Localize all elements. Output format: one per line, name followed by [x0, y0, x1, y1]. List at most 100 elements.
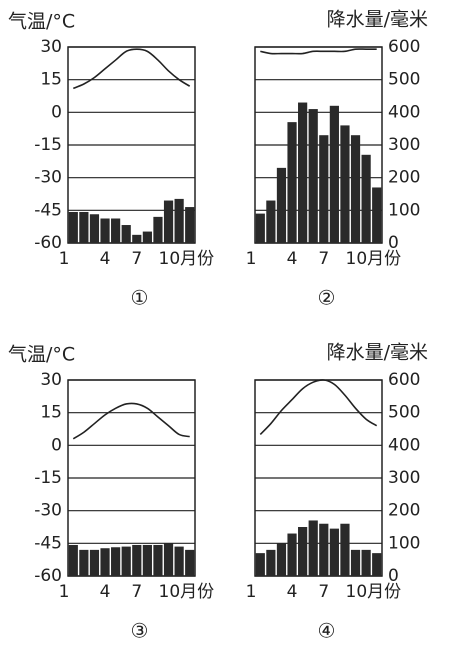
precipitation-bar	[142, 544, 152, 576]
precipitation-bar	[361, 154, 371, 243]
precipitation-bar	[68, 211, 78, 243]
precipitation-bar	[79, 211, 89, 243]
precipitation-bar	[350, 549, 361, 576]
precipitation-bar	[340, 523, 350, 576]
y-tick-label: -15	[34, 468, 62, 488]
precipitation-bar	[266, 200, 276, 243]
y-tick-label: 15	[40, 403, 62, 423]
precipitation-bar	[132, 544, 142, 576]
x-tick-label: 10月份	[346, 249, 402, 269]
precipitation-bar	[287, 533, 297, 576]
y-tick-label: -30	[34, 168, 62, 188]
precipitation-bar	[372, 553, 382, 576]
y2-tick-label: 200	[388, 168, 420, 188]
precipitation-bar	[372, 187, 382, 243]
x-tick-label: 4	[287, 582, 298, 602]
y2-tick-label: 600	[388, 37, 420, 57]
y-tick-label: 0	[51, 435, 62, 455]
precipitation-bar	[163, 543, 174, 576]
precipitation-bar	[340, 125, 350, 243]
y-axis-title: 气温/°C	[8, 11, 75, 33]
precipitation-bar	[298, 102, 308, 244]
chart-title: ③	[131, 619, 149, 643]
precipitation-bar	[79, 549, 89, 576]
precipitation-bar	[100, 548, 110, 576]
chart-title: ④	[318, 619, 336, 643]
y2-tick-label: 300	[388, 468, 420, 488]
precipitation-bar	[153, 216, 163, 243]
precipitation-bar	[174, 198, 184, 243]
precipitation-bar	[329, 528, 339, 576]
precipitation-bar	[142, 231, 152, 243]
x-tick-label: 1	[59, 249, 70, 269]
precipitation-bar	[255, 213, 265, 243]
y-tick-label: 15	[40, 70, 62, 90]
precipitation-bar	[89, 214, 100, 243]
y2-tick-label: 0	[388, 233, 399, 253]
temperature-line	[72, 48, 191, 90]
precipitation-bar	[174, 546, 184, 576]
x-tick-label: 1	[246, 582, 257, 602]
x-tick-label: 7	[131, 582, 142, 602]
precipitation-bar	[185, 549, 195, 576]
precipitation-bar	[89, 549, 100, 576]
y2-tick-label: 400	[388, 435, 420, 455]
precipitation-bar	[121, 546, 131, 576]
x-tick-label: 1	[246, 249, 257, 269]
x-tick-label: 4	[100, 249, 111, 269]
precipitation-bar	[132, 234, 142, 243]
x-tick-label: 7	[318, 582, 329, 602]
chart-title: ②	[318, 286, 336, 310]
precipitation-bar	[329, 105, 339, 243]
x-tick-label: 10月份	[346, 582, 402, 602]
precipitation-bar	[185, 207, 195, 243]
precipitation-bar	[153, 544, 163, 576]
temperature-line	[259, 379, 378, 436]
precipitation-bar	[255, 553, 265, 576]
y-tick-label: -60	[34, 566, 62, 586]
precipitation-bar	[266, 549, 276, 576]
y-tick-label: 30	[40, 37, 62, 57]
x-tick-label: 7	[318, 249, 329, 269]
precipitation-bar	[111, 218, 121, 243]
precipitation-bar	[100, 218, 110, 243]
y-tick-label: -60	[34, 233, 62, 253]
precipitation-bar	[319, 523, 329, 576]
y2-tick-label: 300	[388, 135, 420, 155]
precipitation-bar	[111, 547, 121, 576]
y2-tick-label: 400	[388, 102, 420, 122]
temperature-line	[260, 48, 377, 55]
y-tick-label: -45	[34, 200, 62, 220]
y-axis-title: 气温/°C	[8, 344, 75, 366]
chart-title: ①	[131, 286, 149, 310]
y2-axis-title: 降水量/毫米	[327, 9, 428, 31]
x-tick-label: 10月份	[159, 249, 215, 269]
precipitation-bar	[287, 122, 297, 243]
x-tick-label: 7	[131, 249, 142, 269]
precipitation-bar	[361, 549, 371, 576]
y-tick-label: -15	[34, 135, 62, 155]
y2-tick-label: 100	[388, 200, 420, 220]
x-tick-label: 1	[59, 582, 70, 602]
y-tick-label: -45	[34, 533, 62, 553]
y2-tick-label: 500	[388, 70, 420, 90]
y2-tick-label: 500	[388, 403, 420, 423]
precipitation-bar	[308, 520, 318, 576]
x-tick-label: 10月份	[159, 582, 215, 602]
y2-tick-label: 600	[388, 370, 420, 390]
x-tick-label: 4	[287, 249, 298, 269]
precipitation-bar	[276, 167, 287, 243]
y2-axis-title: 降水量/毫米	[327, 342, 428, 364]
y2-tick-label: 0	[388, 566, 399, 586]
y2-tick-label: 200	[388, 501, 420, 521]
temperature-line	[72, 402, 190, 440]
precipitation-bar	[276, 543, 287, 576]
precipitation-bar	[121, 225, 131, 243]
precipitation-bar	[308, 109, 318, 243]
precipitation-bar	[350, 135, 361, 243]
x-tick-label: 4	[100, 582, 111, 602]
y2-tick-label: 100	[388, 533, 420, 553]
precipitation-bar	[68, 544, 78, 576]
